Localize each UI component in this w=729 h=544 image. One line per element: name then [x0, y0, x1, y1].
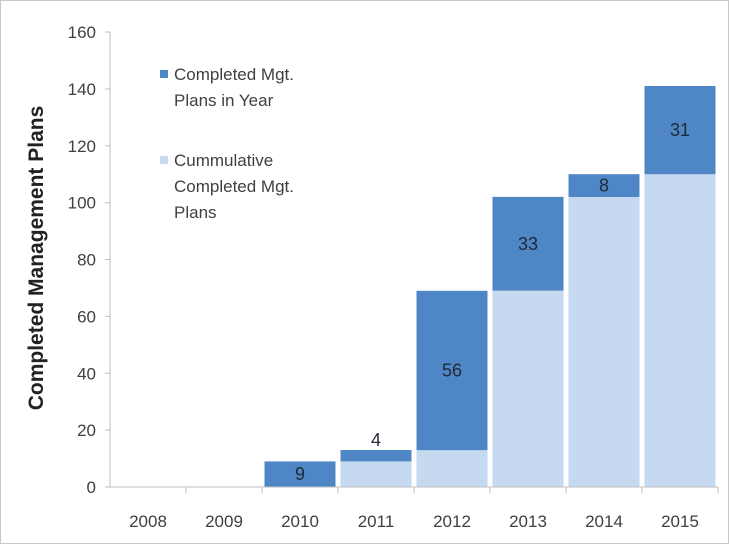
legend-label-2-line-2: Completed Mgt. — [174, 177, 294, 196]
y-tick-label-100: 100 — [68, 194, 96, 213]
y-tick-label-40: 40 — [77, 364, 96, 383]
data-label-2011: 4 — [371, 430, 381, 450]
year-bar-2014 — [568, 174, 640, 197]
x-tick-labels: 2008 2009 2010 2011 2012 2013 2014 2015 — [129, 487, 719, 531]
y-tick-label-20: 20 — [77, 421, 96, 440]
cumulative-bar-2014 — [568, 196, 640, 487]
x-tick-label-2013: 2013 — [509, 512, 547, 531]
legend-label-2-line-3: Plans — [174, 203, 217, 222]
legend-label-1-line-1: Completed Mgt. — [174, 65, 294, 84]
year-bar-2011 — [340, 450, 412, 462]
data-label-2012: 56 — [442, 360, 462, 380]
x-tick-label-2015: 2015 — [661, 512, 699, 531]
y-tick-label-140: 140 — [68, 80, 96, 99]
y-tick-label-160: 160 — [68, 23, 96, 42]
x-tick-label-2014: 2014 — [585, 512, 623, 531]
legend-label-1-line-2: Plans in Year — [174, 91, 274, 110]
data-labels: 9 4 56 33 8 31 — [295, 120, 690, 484]
legend: Completed Mgt. Plans in Year Cummulative Co… — [160, 65, 294, 222]
x-tick-label-2010: 2010 — [281, 512, 319, 531]
y-tick-label-120: 120 — [68, 137, 96, 156]
cumulative-bar-2013 — [492, 290, 564, 487]
data-label-2013: 33 — [518, 234, 538, 254]
y-tick-label-60: 60 — [77, 307, 96, 326]
x-tick-label-2009: 2009 — [205, 512, 243, 531]
cumulative-bar-2015 — [644, 174, 716, 487]
y-axis-title: Completed Management Plans — [25, 106, 48, 411]
x-tick-label-2008: 2008 — [129, 512, 167, 531]
y-tick-label-0: 0 — [87, 478, 96, 497]
bars-layer — [264, 86, 716, 487]
year-bar-2012 — [416, 290, 488, 451]
cumulative-bar-2012 — [416, 450, 488, 487]
legend-swatch-2 — [160, 156, 168, 164]
data-label-2014: 8 — [599, 176, 609, 196]
year-bar-2010 — [264, 461, 336, 487]
data-label-2010: 9 — [295, 464, 305, 484]
y-tick-label-80: 80 — [77, 251, 96, 270]
year-bar-2015 — [644, 86, 716, 175]
data-label-2015: 31 — [670, 120, 690, 140]
year-bar-2013 — [492, 196, 564, 291]
x-tick-label-2011: 2011 — [358, 512, 395, 531]
cumulative-bar-2011 — [340, 461, 412, 487]
x-tick-label-2012: 2012 — [433, 512, 471, 531]
y-tick-labels: 0 20 40 60 80 100 120 140 160 — [68, 23, 110, 497]
legend-swatch-1 — [160, 70, 168, 78]
legend-label-2-line-1: Cummulative — [174, 151, 273, 170]
